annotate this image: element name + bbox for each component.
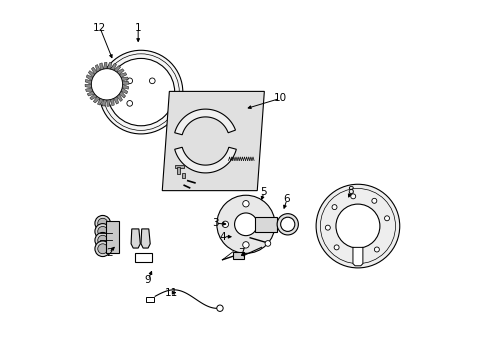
Polygon shape [85,84,92,88]
Circle shape [242,242,248,248]
Polygon shape [103,62,107,69]
Polygon shape [352,247,362,266]
Circle shape [222,221,228,228]
Polygon shape [107,63,112,69]
Polygon shape [114,96,119,104]
Polygon shape [110,98,114,106]
Text: 2: 2 [105,248,112,258]
Polygon shape [88,71,95,77]
Polygon shape [90,94,97,100]
Polygon shape [87,91,95,96]
Circle shape [95,215,110,231]
Polygon shape [174,147,236,173]
Circle shape [277,214,298,235]
Circle shape [95,233,110,248]
Polygon shape [121,77,128,81]
Bar [174,166,183,168]
Bar [145,297,153,302]
Polygon shape [95,64,100,72]
Text: 4: 4 [220,232,226,242]
Circle shape [315,184,399,268]
Polygon shape [97,98,103,105]
Circle shape [353,254,358,258]
Polygon shape [91,67,97,75]
Polygon shape [131,229,140,248]
Text: 1: 1 [135,23,141,33]
Polygon shape [119,91,125,98]
Circle shape [263,221,269,228]
Bar [106,221,119,253]
Polygon shape [110,64,116,70]
Circle shape [216,305,223,311]
Circle shape [371,198,376,203]
Circle shape [242,201,248,207]
Circle shape [95,241,110,257]
Text: 8: 8 [347,186,353,196]
Circle shape [98,235,107,245]
Polygon shape [114,66,121,72]
Circle shape [234,213,257,236]
Text: 3: 3 [212,218,218,228]
Circle shape [350,194,355,199]
Circle shape [325,225,329,230]
Circle shape [374,247,379,252]
Circle shape [126,78,132,84]
Polygon shape [174,109,235,135]
Text: 11: 11 [165,288,178,298]
Text: 7: 7 [237,248,244,258]
Polygon shape [85,88,93,91]
Polygon shape [162,91,264,191]
Text: 6: 6 [283,194,290,204]
Bar [254,216,276,232]
Circle shape [333,245,338,250]
Circle shape [126,100,132,106]
Bar [177,167,180,174]
Polygon shape [86,75,93,81]
Text: 10: 10 [273,94,286,103]
Circle shape [335,204,379,248]
Circle shape [98,226,107,237]
Circle shape [280,217,294,231]
Polygon shape [117,69,124,75]
Circle shape [91,69,122,100]
Circle shape [216,195,274,253]
Polygon shape [122,84,128,89]
Polygon shape [119,73,126,77]
Polygon shape [122,81,129,84]
Circle shape [98,218,107,228]
Circle shape [107,58,174,126]
Text: 12: 12 [93,23,106,33]
Circle shape [98,244,107,254]
Polygon shape [93,96,100,103]
Polygon shape [102,99,107,106]
Circle shape [331,204,336,210]
Polygon shape [85,80,92,84]
Polygon shape [100,63,103,70]
Text: 5: 5 [260,188,267,197]
Polygon shape [117,94,122,102]
Circle shape [99,50,183,134]
Bar [233,252,244,259]
Circle shape [264,240,270,246]
Bar [135,253,152,262]
Circle shape [149,78,155,84]
Circle shape [384,216,389,221]
Bar [182,172,184,178]
Polygon shape [107,99,110,106]
Polygon shape [121,88,127,94]
Circle shape [95,224,110,239]
Text: 9: 9 [144,275,151,285]
Polygon shape [141,229,150,248]
